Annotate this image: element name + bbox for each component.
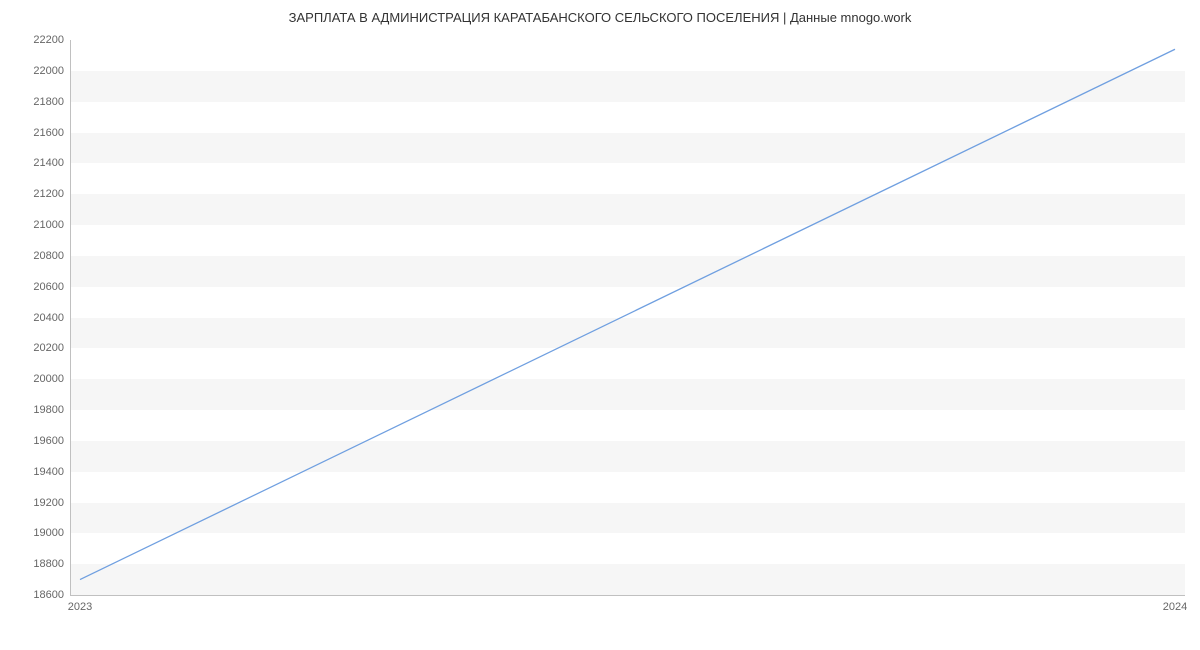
y-tick-label: 18800 xyxy=(33,558,64,570)
y-tick-label: 21200 xyxy=(33,188,64,200)
x-tick-label: 2024 xyxy=(1163,601,1187,613)
y-tick-label: 21400 xyxy=(33,157,64,169)
y-tick-label: 21800 xyxy=(33,96,64,108)
x-tick-label: 2023 xyxy=(68,601,92,613)
plot-area: 1860018800190001920019400196001980020000… xyxy=(70,40,1185,595)
y-tick-label: 20200 xyxy=(33,342,64,354)
y-tick-label: 22000 xyxy=(33,65,64,77)
line-layer xyxy=(70,40,1185,595)
y-tick-label: 19800 xyxy=(33,404,64,416)
series-line xyxy=(80,49,1175,579)
x-axis-line xyxy=(70,595,1185,596)
y-tick-label: 20400 xyxy=(33,312,64,324)
y-tick-label: 18600 xyxy=(33,589,64,601)
y-tick-label: 20600 xyxy=(33,281,64,293)
y-tick-label: 19600 xyxy=(33,435,64,447)
y-tick-label: 20000 xyxy=(33,373,64,385)
chart-title: ЗАРПЛАТА В АДМИНИСТРАЦИЯ КАРАТАБАНСКОГО … xyxy=(0,0,1200,25)
y-tick-label: 21000 xyxy=(33,219,64,231)
y-tick-label: 22200 xyxy=(33,34,64,46)
chart-container: ЗАРПЛАТА В АДМИНИСТРАЦИЯ КАРАТАБАНСКОГО … xyxy=(0,0,1200,650)
y-tick-label: 20800 xyxy=(33,250,64,262)
y-tick-label: 19200 xyxy=(33,497,64,509)
y-tick-label: 19400 xyxy=(33,466,64,478)
y-tick-label: 21600 xyxy=(33,127,64,139)
y-axis-line xyxy=(70,40,71,595)
y-tick-label: 19000 xyxy=(33,527,64,539)
